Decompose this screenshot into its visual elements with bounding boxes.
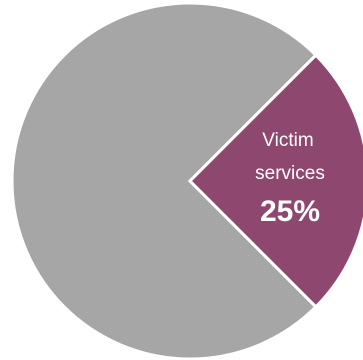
pie-slice-other	[10, 1, 318, 360]
slice-label-victim-services-line1: Victim	[262, 130, 313, 151]
slice-label-victim-services-line2: services	[255, 163, 325, 184]
pie-slices	[10, 1, 363, 360]
pie-slice-victim-services	[187, 53, 363, 309]
slice-value-victim-services: 25%	[260, 195, 320, 228]
pie-labels: Victim services 25%	[255, 130, 325, 228]
